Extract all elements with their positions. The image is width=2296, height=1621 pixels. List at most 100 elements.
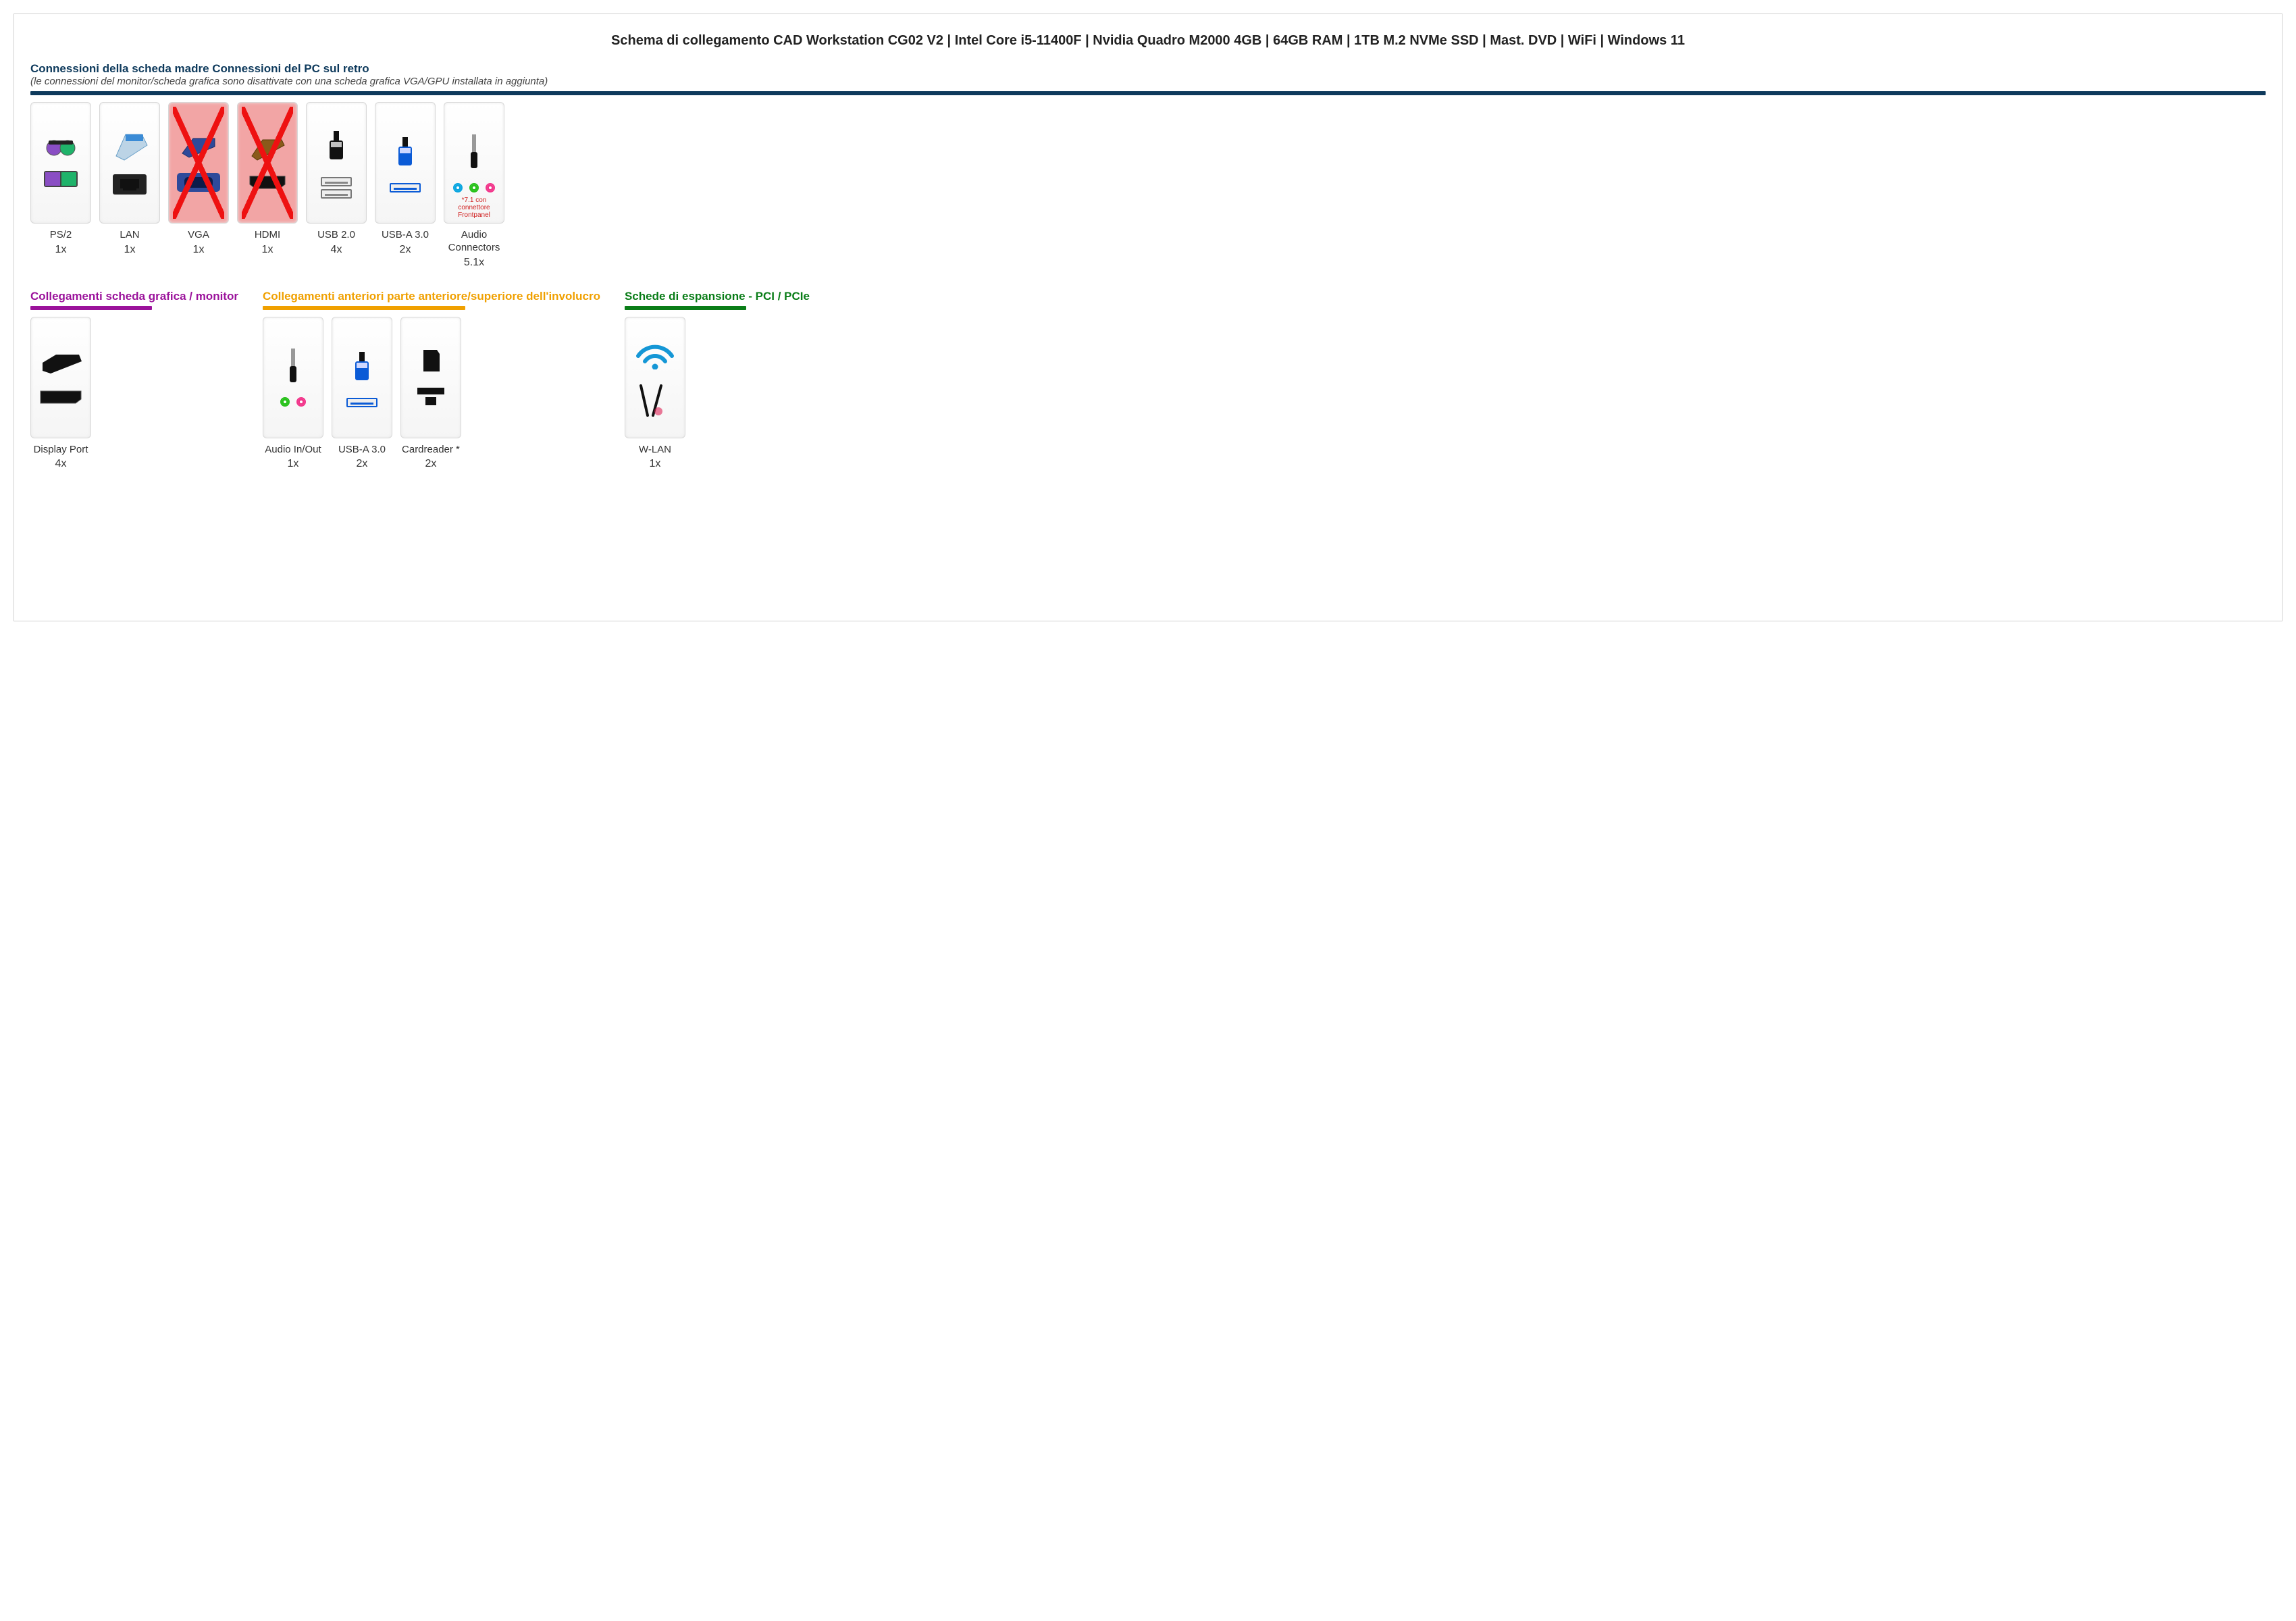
port-label: Audio Connectors [448, 229, 500, 253]
port-label: USB 2.0 [317, 229, 355, 240]
usb2-plug-icon [323, 130, 350, 168]
port-column-usb2: USB 2.0 4x [306, 102, 367, 269]
rj45-plug-icon [109, 130, 150, 161]
port-count: 1x [625, 457, 685, 471]
port-tile-usb3 [375, 102, 436, 224]
port-count: 2x [400, 457, 461, 471]
usb3-port-icon [390, 183, 421, 192]
lower-sections: Collegamenti scheda grafica / monitor Di… [30, 286, 2266, 471]
port-label: LAN [120, 229, 139, 240]
port-tile-audio_f [263, 317, 323, 438]
section-rear: Connessioni della scheda madre Connessio… [30, 62, 2266, 269]
displayport-port-icon [39, 390, 82, 405]
audio-jack-icon [465, 133, 484, 174]
port-count: 1x [99, 243, 160, 257]
section-front: Collegamenti anteriori parte anteriore/s… [263, 290, 600, 471]
port-column-audio: *7.1 con connettore Frontpanel Audio Conn… [444, 102, 504, 269]
port-count: 2x [375, 243, 436, 257]
vga-port-icon [176, 172, 221, 192]
section-note: (le connessioni del monitor/scheda grafi… [30, 76, 2266, 87]
port-label: Audio In/Out [265, 444, 321, 455]
port-caption: USB 2.0 4x [306, 229, 367, 257]
port-caption: HDMI 1x [237, 229, 298, 257]
port-tile-usb2 [306, 102, 367, 224]
port-column-audio_f: Audio In/Out 1x [263, 317, 323, 471]
port-count: 1x [237, 243, 298, 257]
port-count: 1x [263, 457, 323, 471]
port-caption: USB-A 3.0 2x [332, 444, 392, 471]
port-caption: Audio In/Out 1x [263, 444, 323, 471]
port-tile-dp [30, 317, 91, 438]
displayport-plug-icon [38, 351, 83, 378]
port-caption: Cardreader * 2x [400, 444, 461, 471]
port-caption: PS/2 1x [30, 229, 91, 257]
sd-card-icon [419, 349, 442, 374]
port-caption: W-LAN 1x [625, 444, 685, 471]
port-label: PS/2 [50, 229, 72, 240]
lan-port-icon [112, 174, 147, 195]
section-rule [30, 91, 2266, 95]
port-note: *7.1 con connettore Frontpanel [444, 197, 504, 219]
page-title: Schema di collegamento CAD Workstation C… [30, 32, 2266, 50]
audio-ports-icon [278, 397, 308, 410]
section-heading: Collegamenti scheda grafica / monitor [30, 290, 238, 303]
port-column-dp: Display Port 4x [30, 317, 91, 471]
port-column-usb3: USB-A 3.0 2x [375, 102, 436, 269]
port-label: USB-A 3.0 [382, 229, 429, 240]
port-column-card: Cardreader * 2x [400, 317, 461, 471]
port-label: HDMI [255, 229, 280, 240]
section-gpu: Collegamenti scheda grafica / monitor Di… [30, 290, 238, 471]
usb3-plug-icon [348, 351, 375, 388]
wlan-antenna-icon [638, 382, 672, 419]
port-tile-hdmi [237, 102, 298, 224]
port-row: Display Port 4x [30, 317, 238, 471]
port-column-hdmi: HDMI 1x [237, 102, 298, 269]
section-heading: Schede di espansione - PCI / PCIe [625, 290, 810, 303]
port-label: Display Port [34, 444, 88, 455]
section-heading: Connessioni della scheda madre Connessio… [30, 62, 2266, 76]
hdmi-port-icon [247, 174, 288, 191]
port-caption: Audio Connectors5.1x [444, 229, 504, 269]
port-count: 1x [30, 243, 91, 257]
port-row: W-LAN 1x [625, 317, 810, 471]
port-count: 4x [306, 243, 367, 257]
ps2-plug-icon [41, 138, 81, 158]
port-caption: Display Port 4x [30, 444, 91, 471]
usb2-port-icon [321, 189, 352, 199]
port-count: 2x [332, 457, 392, 471]
port-label: USB-A 3.0 [338, 444, 386, 455]
port-count: 4x [30, 457, 91, 471]
port-tile-lan [99, 102, 160, 224]
port-label: W-LAN [639, 444, 671, 455]
reader-slot-icon [416, 386, 446, 407]
port-column-vga: VGA1x [168, 102, 229, 269]
port-column-usb3_f: USB-A 3.0 2x [332, 317, 392, 471]
port-column-lan: LAN 1x [99, 102, 160, 269]
hdmi-plug-icon [248, 134, 287, 161]
usb2-port-icon [321, 177, 352, 186]
section-rule [625, 306, 746, 310]
vga-plug-icon [178, 133, 219, 160]
port-tile-wlan [625, 317, 685, 438]
port-caption: VGA1x [168, 229, 229, 257]
wifi-icon [631, 336, 679, 369]
audio-jack-icon [284, 347, 303, 388]
usb3-plug-icon [392, 136, 419, 174]
port-row: Audio In/Out 1x USB-A 3.0 2x Cardreader * 2… [263, 317, 600, 471]
sections-container: Connessioni della scheda madre Connessio… [30, 62, 2266, 471]
diagram-frame: Schema di collegamento CAD Workstation C… [14, 14, 2282, 621]
ps2-port-icon [43, 170, 78, 188]
port-column-ps2: PS/2 1x [30, 102, 91, 269]
port-caption: USB-A 3.0 2x [375, 229, 436, 257]
section-pci: Schede di espansione - PCI / PCIe W-LAN 1… [625, 290, 810, 471]
port-count: 1x [168, 243, 229, 257]
section-rule [30, 306, 152, 310]
audio-ports-icon [451, 183, 498, 196]
port-label: Cardreader * [402, 444, 460, 455]
port-tile-usb3_f [332, 317, 392, 438]
port-tile-vga [168, 102, 229, 224]
section-rule [263, 306, 465, 310]
port-tile-card [400, 317, 461, 438]
port-caption: LAN 1x [99, 229, 160, 257]
port-column-wlan: W-LAN 1x [625, 317, 685, 471]
